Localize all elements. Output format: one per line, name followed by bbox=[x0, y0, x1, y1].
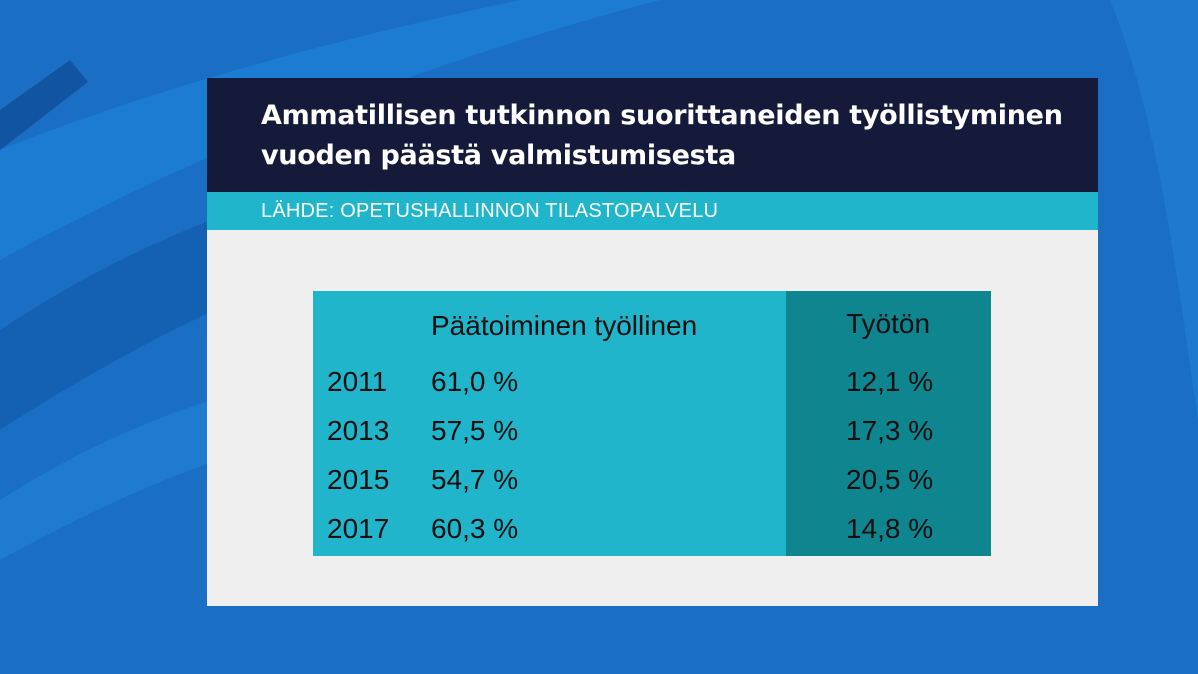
year-label: 2013 bbox=[327, 415, 389, 446]
year-label: 2015 bbox=[327, 464, 389, 495]
source-bar: LÄHDE: OPETUSHALLINNON TILASTOPALVELU bbox=[207, 192, 1098, 230]
employed-value: 61,0 % bbox=[431, 366, 518, 397]
year-label: 2017 bbox=[327, 513, 389, 544]
source-label: LÄHDE: OPETUSHALLINNON TILASTOPALVELU bbox=[261, 200, 719, 222]
chart-title: Ammatillisen tutkinnon suorittaneiden ty… bbox=[261, 100, 1063, 171]
employed-value: 57,5 % bbox=[431, 415, 518, 446]
unemployed-value: 12,1 % bbox=[846, 366, 933, 397]
unemployed-value: 17,3 % bbox=[846, 415, 933, 446]
table-row: 2013 57,5 % 17,3 % bbox=[327, 415, 933, 446]
year-label: 2011 bbox=[327, 366, 387, 397]
unemployed-value: 20,5 % bbox=[846, 464, 933, 495]
employed-column-bg bbox=[313, 291, 786, 556]
table-rows: 2011 61,0 % 12,1 % 2013 57,5 % 17,3 % 2015 54,7… bbox=[327, 366, 933, 544]
table-row: 2017 60,3 % 14,8 % bbox=[327, 513, 933, 544]
infographic-card: Ammatillisen tutkinnon suorittaneiden ty… bbox=[207, 78, 1098, 606]
table-row: 2015 54,7 % 20,5 % bbox=[327, 464, 933, 495]
unemployed-value: 14,8 % bbox=[846, 513, 933, 544]
column-header-unemployed: Työtön bbox=[846, 308, 930, 339]
unemployed-column-bg bbox=[786, 291, 991, 556]
title-bar: Ammatillisen tutkinnon suorittaneiden ty… bbox=[207, 78, 1098, 192]
column-header-employed: Päätoiminen työllinen bbox=[431, 310, 697, 341]
table-row: 2011 61,0 % 12,1 % bbox=[327, 366, 933, 397]
employment-table: Päätoiminen työllinen Työtön 2011 61,0 % 1… bbox=[313, 291, 991, 556]
employed-value: 60,3 % bbox=[431, 513, 518, 544]
employed-value: 54,7 % bbox=[431, 464, 518, 495]
